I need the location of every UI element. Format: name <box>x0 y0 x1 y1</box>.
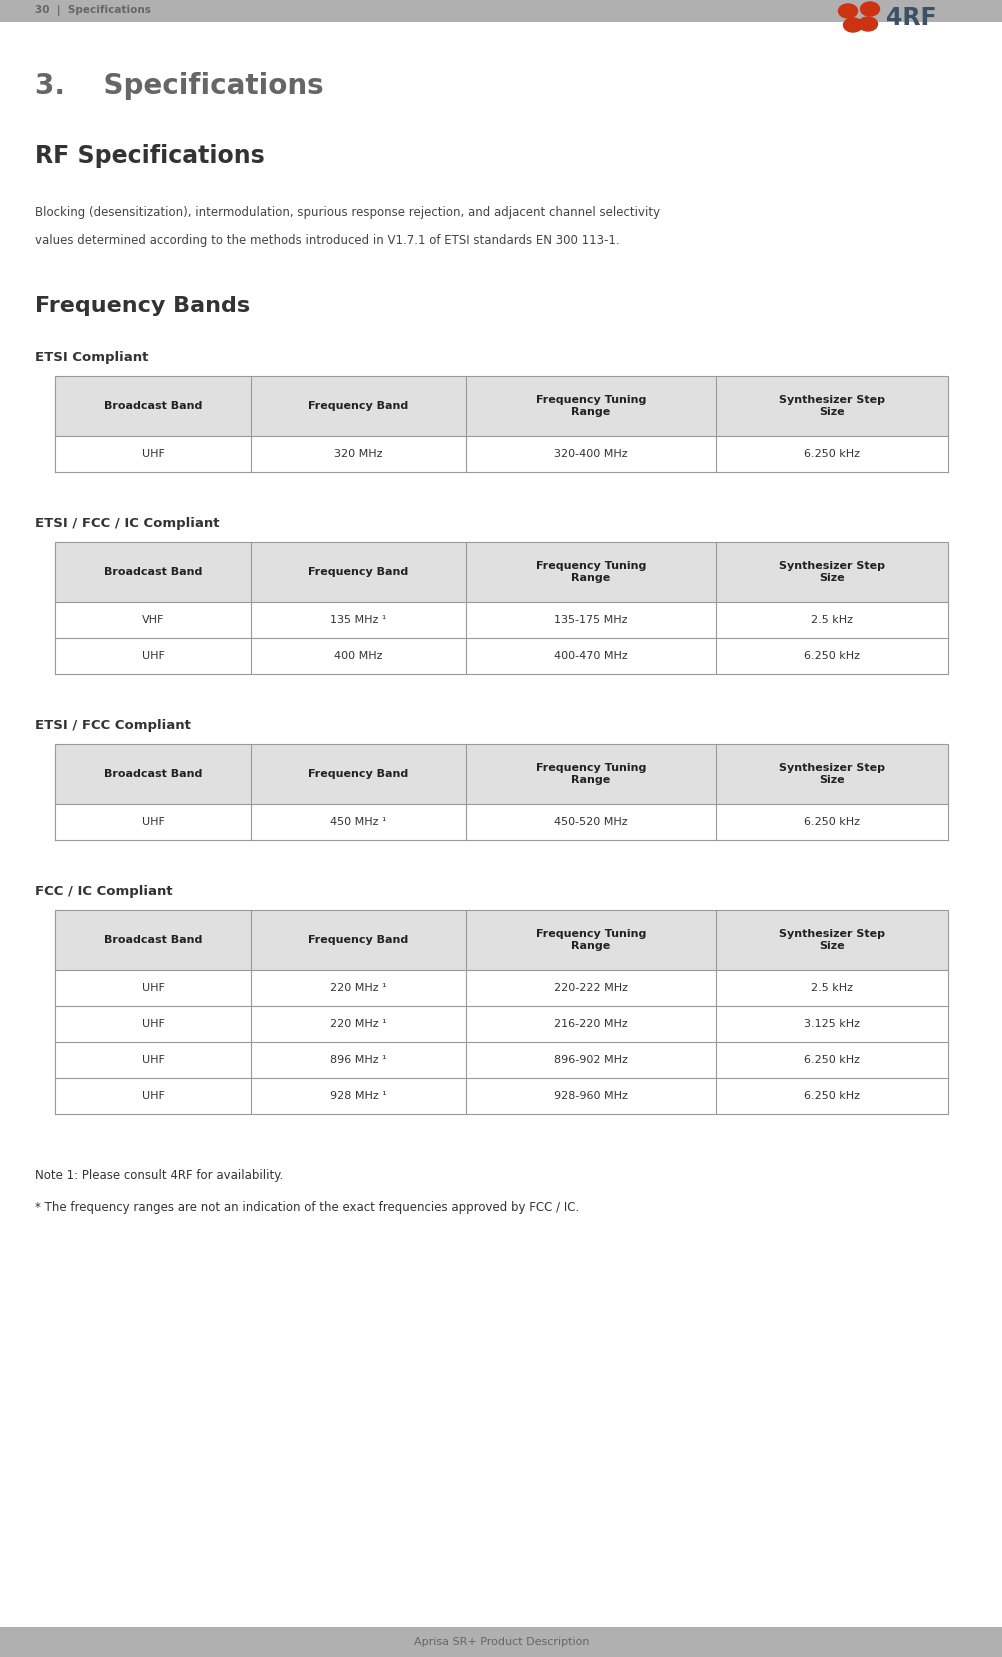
Text: 450 MHz ¹: 450 MHz ¹ <box>330 817 387 827</box>
Ellipse shape <box>858 17 877 31</box>
Text: 220-222 MHz: 220-222 MHz <box>553 983 627 993</box>
Text: 400 MHz: 400 MHz <box>334 651 383 661</box>
Text: 135-175 MHz: 135-175 MHz <box>553 615 627 625</box>
Text: Broadcast Band: Broadcast Band <box>104 769 202 779</box>
Text: Synthesizer Step
Size: Synthesizer Step Size <box>779 394 884 418</box>
Text: Frequency Band: Frequency Band <box>309 769 409 779</box>
Text: UHF: UHF <box>141 983 164 993</box>
Text: 220 MHz ¹: 220 MHz ¹ <box>330 1019 387 1029</box>
Text: 928-960 MHz: 928-960 MHz <box>553 1090 627 1100</box>
Text: 6.250 kHz: 6.250 kHz <box>804 449 859 459</box>
Ellipse shape <box>860 2 879 17</box>
Text: Synthesizer Step
Size: Synthesizer Step Size <box>779 930 884 951</box>
Text: 320-400 MHz: 320-400 MHz <box>553 449 627 459</box>
Text: UHF: UHF <box>141 1019 164 1029</box>
Bar <box>55 638 947 674</box>
Text: Frequency Tuning
Range: Frequency Tuning Range <box>535 394 645 418</box>
Text: Frequency Band: Frequency Band <box>309 567 409 577</box>
Bar <box>0 0 1002 22</box>
Text: FCC / IC Compliant: FCC / IC Compliant <box>35 885 172 898</box>
Text: Broadcast Band: Broadcast Band <box>104 935 202 944</box>
Text: * The frequency ranges are not an indication of the exact frequencies approved b: * The frequency ranges are not an indica… <box>35 1201 579 1215</box>
Text: 3.    Specifications: 3. Specifications <box>35 71 324 99</box>
Bar <box>55 1079 947 1114</box>
Text: UHF: UHF <box>141 817 164 827</box>
Text: Blocking (desensitization), intermodulation, spurious response rejection, and ad: Blocking (desensitization), intermodulat… <box>35 205 659 219</box>
Text: UHF: UHF <box>141 1056 164 1065</box>
Text: 400-470 MHz: 400-470 MHz <box>553 651 627 661</box>
Bar <box>55 910 947 969</box>
Text: 135 MHz ¹: 135 MHz ¹ <box>330 615 387 625</box>
Bar <box>55 1042 947 1079</box>
Bar <box>55 744 947 804</box>
Text: 896 MHz ¹: 896 MHz ¹ <box>330 1056 387 1065</box>
Text: 6.250 kHz: 6.250 kHz <box>804 651 859 661</box>
Text: ETSI Compliant: ETSI Compliant <box>35 351 148 365</box>
Text: Frequency Tuning
Range: Frequency Tuning Range <box>535 930 645 951</box>
Text: 6.250 kHz: 6.250 kHz <box>804 817 859 827</box>
Text: ETSI / FCC / IC Compliant: ETSI / FCC / IC Compliant <box>35 517 219 530</box>
Text: UHF: UHF <box>141 651 164 661</box>
Text: 216-220 MHz: 216-220 MHz <box>553 1019 627 1029</box>
Text: 450-520 MHz: 450-520 MHz <box>553 817 627 827</box>
Text: Broadcast Band: Broadcast Band <box>104 567 202 577</box>
Text: Note 1: Please consult 4RF for availability.: Note 1: Please consult 4RF for availabil… <box>35 1168 284 1181</box>
Bar <box>55 542 947 601</box>
Text: Frequency Tuning
Range: Frequency Tuning Range <box>535 762 645 785</box>
Text: Frequency Bands: Frequency Bands <box>35 297 249 316</box>
Text: Frequency Tuning
Range: Frequency Tuning Range <box>535 560 645 583</box>
Text: 320 MHz: 320 MHz <box>334 449 383 459</box>
Text: ETSI / FCC Compliant: ETSI / FCC Compliant <box>35 719 190 732</box>
Bar <box>55 376 947 436</box>
Text: 3.125 kHz: 3.125 kHz <box>804 1019 859 1029</box>
Bar <box>55 1006 947 1042</box>
Bar <box>55 436 947 472</box>
Text: Aprisa SR+ Product Description: Aprisa SR+ Product Description <box>414 1637 588 1647</box>
Text: UHF: UHF <box>141 1090 164 1100</box>
Text: Frequency Band: Frequency Band <box>309 401 409 411</box>
Text: UHF: UHF <box>141 449 164 459</box>
Bar <box>55 376 947 436</box>
Text: Frequency Band: Frequency Band <box>309 935 409 944</box>
Text: Synthesizer Step
Size: Synthesizer Step Size <box>779 560 884 583</box>
Bar <box>0 1627 1002 1657</box>
Text: VHF: VHF <box>142 615 164 625</box>
Text: 928 MHz ¹: 928 MHz ¹ <box>330 1090 387 1100</box>
Text: 4RF: 4RF <box>885 7 936 30</box>
Bar <box>55 804 947 840</box>
Ellipse shape <box>843 18 862 31</box>
Text: 220 MHz ¹: 220 MHz ¹ <box>330 983 387 993</box>
Text: 2.5 kHz: 2.5 kHz <box>810 615 852 625</box>
Bar <box>55 910 947 969</box>
Text: 30  |  Specifications: 30 | Specifications <box>35 5 150 17</box>
Bar <box>55 601 947 638</box>
Text: 6.250 kHz: 6.250 kHz <box>804 1090 859 1100</box>
Text: Synthesizer Step
Size: Synthesizer Step Size <box>779 762 884 785</box>
Text: Broadcast Band: Broadcast Band <box>104 401 202 411</box>
Bar <box>55 744 947 804</box>
Bar <box>55 969 947 1006</box>
Text: 6.250 kHz: 6.250 kHz <box>804 1056 859 1065</box>
Ellipse shape <box>838 3 857 18</box>
Bar <box>55 542 947 601</box>
Text: 2.5 kHz: 2.5 kHz <box>810 983 852 993</box>
Text: 896-902 MHz: 896-902 MHz <box>553 1056 627 1065</box>
Text: values determined according to the methods introduced in V1.7.1 of ETSI standard: values determined according to the metho… <box>35 234 619 247</box>
Text: RF Specifications: RF Specifications <box>35 144 265 167</box>
